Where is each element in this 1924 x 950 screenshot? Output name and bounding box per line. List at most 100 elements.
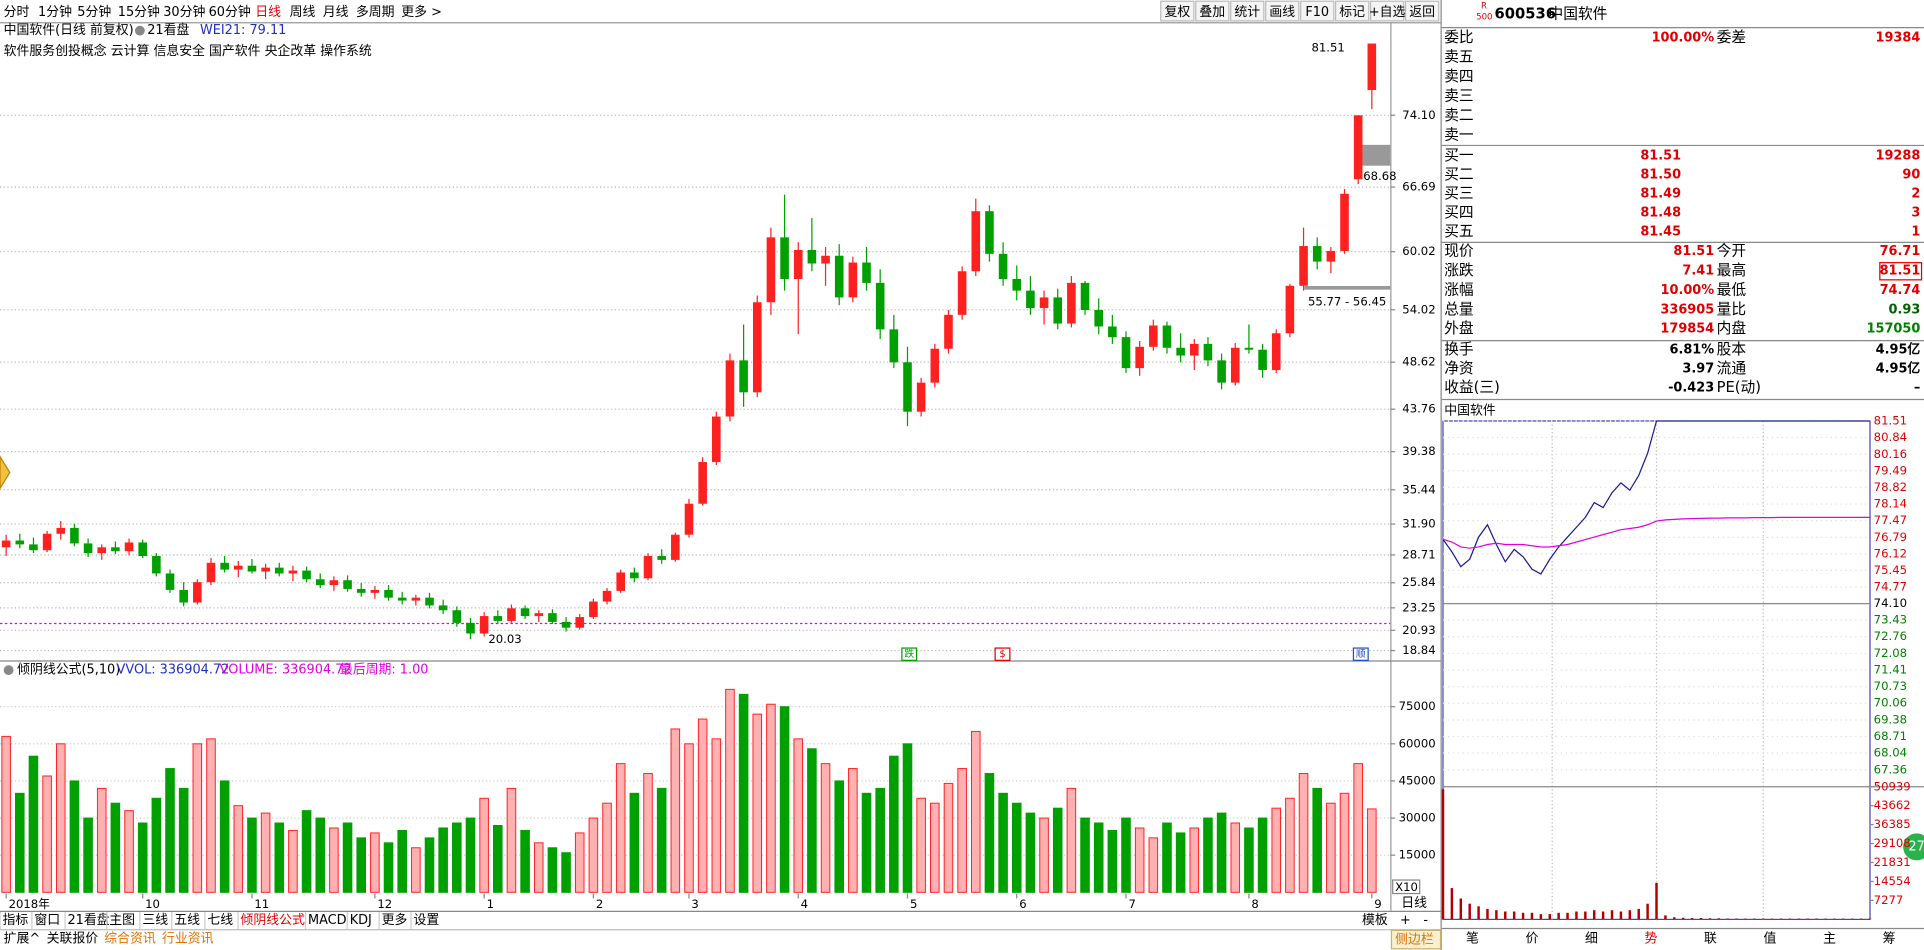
toolbar-button-label[interactable]: 统计 <box>1234 5 1260 20</box>
period-tab[interactable]: 月线 <box>323 5 349 20</box>
intraday-volume-bar <box>1735 918 1738 920</box>
toolbar-button[interactable] <box>1265 0 1300 22</box>
toolbar-button[interactable] <box>1160 0 1195 22</box>
bottom-tab[interactable]: 五线 <box>174 913 200 928</box>
intraday-volume-bar <box>1477 906 1480 920</box>
period-tab[interactable]: 日线 <box>255 5 281 20</box>
bottom-tab[interactable]: 扩展^ <box>4 931 41 946</box>
candle-body <box>111 547 120 552</box>
intraday-tab[interactable]: 势 <box>1645 930 1658 946</box>
candle-body <box>1285 285 1295 334</box>
x-tick-label: 4 <box>801 897 808 911</box>
bottom-right-button[interactable]: 模板 <box>1362 913 1388 928</box>
intraday-tab[interactable]: 筹 <box>1883 930 1896 946</box>
bottom-tab[interactable]: MACD <box>308 913 347 928</box>
bottom-tab[interactable]: KDJ <box>350 913 372 928</box>
side-handle[interactable] <box>0 455 11 490</box>
toolbar-button[interactable] <box>1195 0 1230 22</box>
period-tab[interactable]: 15分钟 <box>118 4 160 20</box>
candle-body <box>944 314 953 349</box>
bottom-tab[interactable]: 行业资讯 <box>162 931 214 946</box>
bottom-tab[interactable]: 21看盘 <box>67 912 109 928</box>
toolbar-button-label[interactable]: 标记 <box>1339 5 1365 20</box>
toolbar-button-label[interactable]: 返回 <box>1409 5 1435 20</box>
chart-title: 中国软件(日线 前复权) <box>4 22 134 38</box>
y-tick-label: 20.93 <box>1402 623 1435 637</box>
toolbar-button-label[interactable]: 叠加 <box>1199 5 1225 20</box>
volume-bar <box>738 693 749 893</box>
sidebar-label[interactable]: 侧边栏 <box>1395 933 1434 948</box>
bottom-tab[interactable]: 更多 <box>382 913 408 928</box>
volume-bar <box>930 802 940 893</box>
intraday-tab[interactable]: 主 <box>1823 931 1836 946</box>
intraday-tab[interactable]: 值 <box>1764 930 1777 946</box>
candle-body <box>1217 360 1226 383</box>
period-tab[interactable]: 更多 > <box>401 5 442 20</box>
bottom-tab[interactable]: 三线 <box>142 913 168 928</box>
period-tab[interactable]: 5分钟 <box>77 4 111 20</box>
period-tab[interactable]: 周线 <box>290 5 316 20</box>
bottom-tab[interactable]: 设置 <box>414 913 440 928</box>
volume-bar <box>1189 827 1200 893</box>
volume-bar <box>424 837 435 893</box>
bottom-tab[interactable]: 七线 <box>207 913 233 928</box>
volume-bar <box>465 817 476 893</box>
intraday-volume-bar <box>1868 918 1872 920</box>
signal-box <box>994 647 1011 661</box>
price-annotation: 20.03 <box>488 632 521 646</box>
bottom-tab[interactable]: 指标 <box>2 913 28 928</box>
volume-bar <box>602 802 612 893</box>
candle-body <box>220 562 229 570</box>
bid-price: 81.50 <box>1640 167 1681 182</box>
bottom-tab[interactable]: 倾阴线公式 <box>241 913 305 928</box>
bottom-tab[interactable]: 关联报价 <box>47 931 99 946</box>
volume-bar <box>28 755 39 893</box>
intraday-tab[interactable]: 联 <box>1704 931 1717 946</box>
period-tab[interactable]: 30分钟 <box>163 4 205 20</box>
volume-bar <box>820 763 831 893</box>
candle-body <box>329 580 339 586</box>
bottom-tab[interactable]: 窗口 <box>34 912 60 928</box>
toolbar-button-label[interactable]: 画线 <box>1269 5 1295 20</box>
volume-bar <box>506 787 517 893</box>
toolbar-button[interactable] <box>1369 0 1405 22</box>
toolbar-button-label[interactable]: 复权 <box>1164 4 1190 20</box>
toolbar-button[interactable] <box>1230 0 1265 22</box>
period-tab[interactable]: 1分钟 <box>38 4 72 20</box>
toolbar-button-label[interactable]: F10 <box>1305 5 1329 20</box>
period-label[interactable]: 日线 <box>1401 896 1427 911</box>
bottom-tab[interactable]: 综合资讯 <box>104 931 156 946</box>
volume-bar <box>288 829 298 893</box>
intraday-volume-bar <box>1557 912 1560 920</box>
sidebar-button[interactable] <box>1390 929 1442 950</box>
candle-body <box>684 503 694 535</box>
period-tab[interactable]: 60分钟 <box>209 4 251 20</box>
toolbar-button[interactable] <box>1300 0 1335 22</box>
intraday-tab[interactable]: 细 <box>1585 931 1598 946</box>
toolbar-button-label[interactable]: +自选 <box>1369 5 1406 20</box>
intraday-tab[interactable]: 笔 <box>1466 930 1479 946</box>
period-tab[interactable]: 多周期 <box>356 5 395 20</box>
bottom-right-button[interactable]: + <box>1400 913 1411 928</box>
bottom-right-button[interactable]: - <box>1423 913 1428 928</box>
toolbar-button[interactable] <box>1404 0 1440 22</box>
toolbar-button[interactable] <box>1335 0 1370 22</box>
gap-bar <box>1304 285 1391 290</box>
y-tick-label: 74.10 <box>1402 108 1435 122</box>
volume-bar <box>1134 827 1145 893</box>
volume-volume: VOLUME: 336904.72 <box>220 663 352 678</box>
signal-label: $ <box>999 649 1005 660</box>
y-tick-label: 66.69 <box>1402 180 1435 194</box>
quote-label: 量比 <box>1717 301 1746 318</box>
y-tick-label: 60000 <box>1399 736 1436 750</box>
intraday-tab[interactable]: 价 <box>1526 931 1539 946</box>
volume-bar <box>574 832 585 893</box>
bid-volume: 1 <box>1911 224 1920 239</box>
price-annotation: 68.68 <box>1363 169 1396 183</box>
intraday-volume-bar <box>1779 918 1783 920</box>
side-badge[interactable] <box>1903 833 1924 861</box>
period-tab[interactable]: 分时 <box>4 5 30 20</box>
candle-body <box>15 540 25 545</box>
bottom-tab[interactable]: 主图 <box>109 913 135 928</box>
